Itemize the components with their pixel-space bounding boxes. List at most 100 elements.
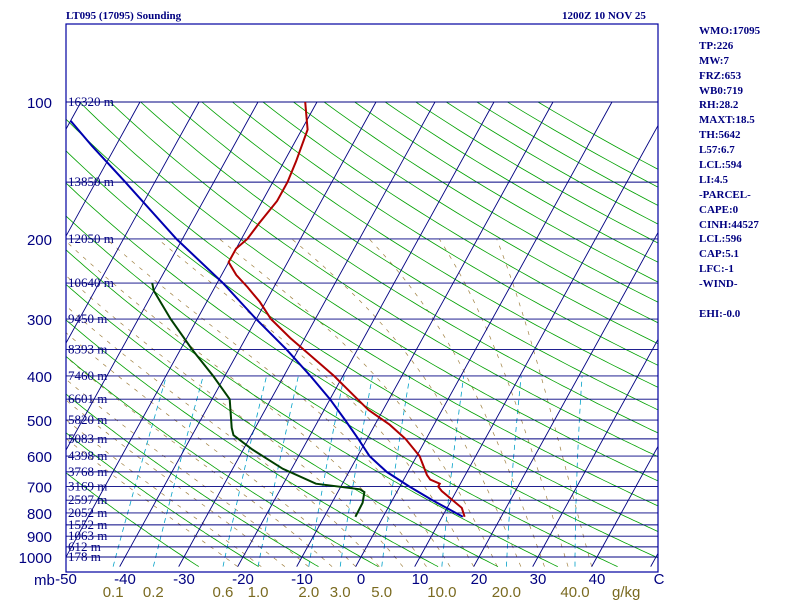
dry-adiabat [201,101,658,388]
mixing-ratio-line [339,375,373,567]
info-wb0: WB0:719 [699,84,743,97]
info-ehi: EHI:-0.0 [699,307,741,320]
mixing-ratio-line [381,375,411,567]
height-level-label: 2597 m [68,492,107,507]
mixing-ratio-line [222,375,267,567]
dry-adiabat [109,101,658,458]
dry-adiabat [66,215,618,567]
isotherm [0,102,22,567]
info-cinh: CINH:44527 [699,218,759,231]
info-mw: MW:7 [699,54,729,67]
valid-time: 1200Z 10 NOV 25 [562,10,646,22]
height-level-label: 3169 m [68,479,107,494]
isotherm [650,552,658,567]
temperature-tick-label: 0 [357,571,365,588]
mixing-ratio-line [574,375,583,567]
mixing-ratio-line [308,375,345,567]
height-level-label: 178 m [68,549,101,564]
mixing-ratio-tick-label: 20.0 [492,584,521,600]
temperature-tick-label: -50 [55,571,77,588]
dry-adiabat [323,101,658,303]
isotherm [66,101,318,558]
dry-adiabat [66,393,319,567]
isobars [66,101,658,558]
height-level-label: 5820 m [68,412,107,427]
mixing-ratio-tick-label: 1.0 [248,584,269,600]
dry-adiabat [293,101,658,324]
isotherm [710,102,800,567]
info-cape: CAPE:0 [699,203,739,216]
dry-adiabat [262,101,658,345]
sounding-indices-panel: WMO:17095 TP:226 MW:7 FRZ:653 WB0:719 RH… [699,24,760,322]
moist-adiabat [66,419,262,567]
isotherm [66,101,259,451]
dry-adiabats [66,101,658,567]
pressure-unit-label: mb [34,572,55,589]
info-parcel-lcl: LCL:596 [699,233,742,246]
mixing-ratio-tick-label: 3.0 [330,584,351,600]
isotherms [0,101,800,567]
isotherm [119,101,377,567]
height-level-label: 8393 m [68,342,107,357]
mixing-ratio-tick-label: 2.0 [298,584,319,600]
info-lfc: LFC:-1 [699,263,734,276]
moist-adiabat [66,305,380,567]
dry-adiabat [66,472,200,567]
height-level-label: 5083 m [68,431,107,446]
dry-adiabat [66,283,499,567]
temperature-tick-label: 30 [530,571,547,588]
pressure-tick-label: 900 [27,529,52,546]
temperature-tick-label: 40 [589,571,606,588]
info-maxt: MAXT:18.5 [699,114,755,127]
dry-adiabat [415,101,658,244]
mixing-ratio-line [441,375,465,567]
moist-adiabats [66,238,593,567]
info-li: LI:4.5 [699,173,729,186]
pressure-tick-label: 100 [27,95,52,112]
isotherm [473,231,658,567]
isotherm [355,101,613,567]
dry-adiabat [66,150,658,532]
pressure-tick-label: 200 [27,232,52,249]
plot-frame [65,23,659,573]
mixing-ratio-lines [112,375,583,567]
temperature-unit-label: C [654,571,665,588]
parcel-trace [69,120,464,518]
height-level-label: 10640 m [68,275,114,290]
height-level-label: 9450 m [68,311,107,326]
isotherm [237,101,495,567]
info-tp: TP:226 [699,39,734,52]
temperature-tick-label: 10 [412,571,429,588]
mixing-ratio-tick-label: 0.6 [213,584,234,600]
info-parcel-heading: -PARCEL- [699,188,751,201]
height-level-label: 3768 m [68,464,107,479]
dry-adiabat [446,101,658,225]
dry-adiabat [537,101,658,170]
dry-adiabat [66,319,439,567]
temperature-tick-label: -10 [291,571,313,588]
moist-adiabat [66,240,427,567]
pressure-tick-label: 700 [27,480,52,497]
info-wind-heading: -WIND- [699,278,738,291]
height-level-label: 1552 m [68,517,107,532]
mixing-ratio-unit-label: g/kg [612,584,640,600]
info-lcl: LCL:594 [699,159,742,172]
dry-adiabat [507,101,658,188]
temperature-tick-label: 20 [471,571,488,588]
mixing-ratio-tick-label: 5.0 [371,584,392,600]
mixing-ratio-line [112,375,167,567]
height-level-label: 7460 m [68,368,107,383]
dry-adiabat [140,101,658,434]
isotherm [66,101,141,238]
pressure-tick-label: 1000 [19,550,52,567]
temperature-tick-label: -30 [173,571,195,588]
moist-adiabat [291,238,522,567]
dry-adiabat [171,101,658,411]
isotherm [296,101,554,567]
mixing-ratio-line [153,375,204,567]
moist-adiabat [66,438,238,567]
moist-adiabat [66,399,286,567]
pressure-tick-label: 500 [27,413,52,430]
mixing-ratio-tick-label: 40.0 [560,584,589,600]
pressure-tick-label: 600 [27,449,52,466]
